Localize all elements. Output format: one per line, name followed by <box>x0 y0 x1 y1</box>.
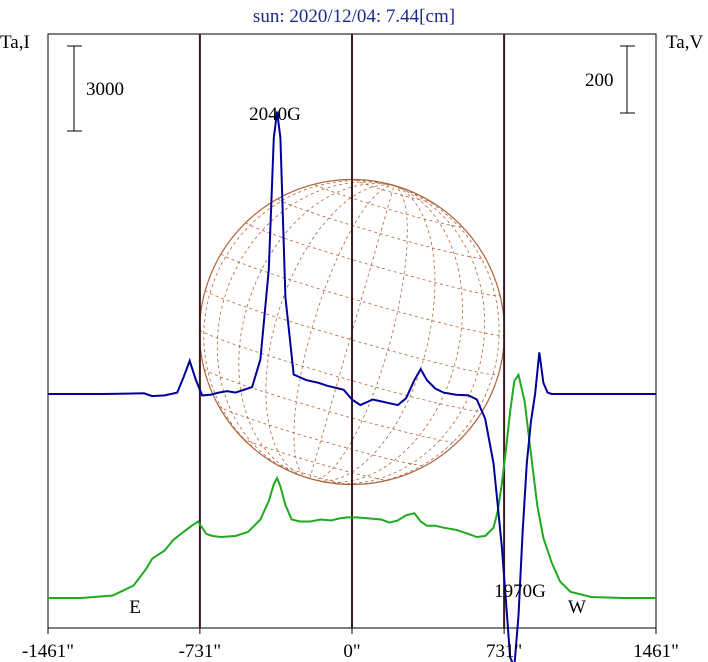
globe-meridian <box>311 185 408 480</box>
globe-meridian <box>238 183 395 476</box>
globe-meridian <box>203 180 395 468</box>
annotation-2040g: 2040G <box>249 104 301 125</box>
limb-lines <box>198 34 506 628</box>
globe-parallel <box>277 198 486 260</box>
chart-title: sun: 2020/12/04: 7.44[cm] <box>253 6 455 27</box>
left-scale-bar: 3000 <box>67 45 124 132</box>
globe-parallel <box>199 329 483 412</box>
x-tick-label: 731" <box>486 641 522 662</box>
globe-meridian <box>216 181 395 475</box>
globe-meridian <box>320 185 463 483</box>
globe-meridian <box>340 185 500 485</box>
globe-parallel <box>273 462 349 485</box>
globe-meridian <box>293 185 395 479</box>
right-axis-label: Ta,V <box>666 32 703 53</box>
globe-meridian <box>265 184 395 477</box>
globe-parallel <box>245 222 501 297</box>
x-axis-ticks: -1461" -731" 0" 731" 1461" <box>22 628 679 662</box>
west-label: W <box>568 597 586 618</box>
annotation-1970g: 1970G <box>494 581 546 602</box>
globe-parallel <box>218 405 426 467</box>
globe-parallel <box>242 437 389 481</box>
globe-meridian <box>317 185 436 482</box>
solar-disk-globe <box>198 178 506 486</box>
globe-parallel <box>354 179 431 203</box>
globe-meridian <box>323 185 486 485</box>
globe-parallel <box>220 253 505 336</box>
left-axis-label: Ta,I <box>0 32 30 53</box>
x-tick-label: -1461" <box>22 641 74 662</box>
series-polarization-line <box>48 111 656 662</box>
east-label: E <box>129 597 141 618</box>
series-intensity-line <box>48 372 656 599</box>
globe-meridian <box>309 185 395 479</box>
left-scale-bar-label: 3000 <box>86 79 124 100</box>
globe-parallel <box>203 368 458 443</box>
x-tick-label: 1461" <box>633 641 679 662</box>
x-tick-label: -731" <box>179 641 222 662</box>
x-tick-label: 0" <box>343 641 360 662</box>
right-scale-bar: 200 <box>585 45 635 114</box>
right-scale-bar-label: 200 <box>585 70 614 91</box>
